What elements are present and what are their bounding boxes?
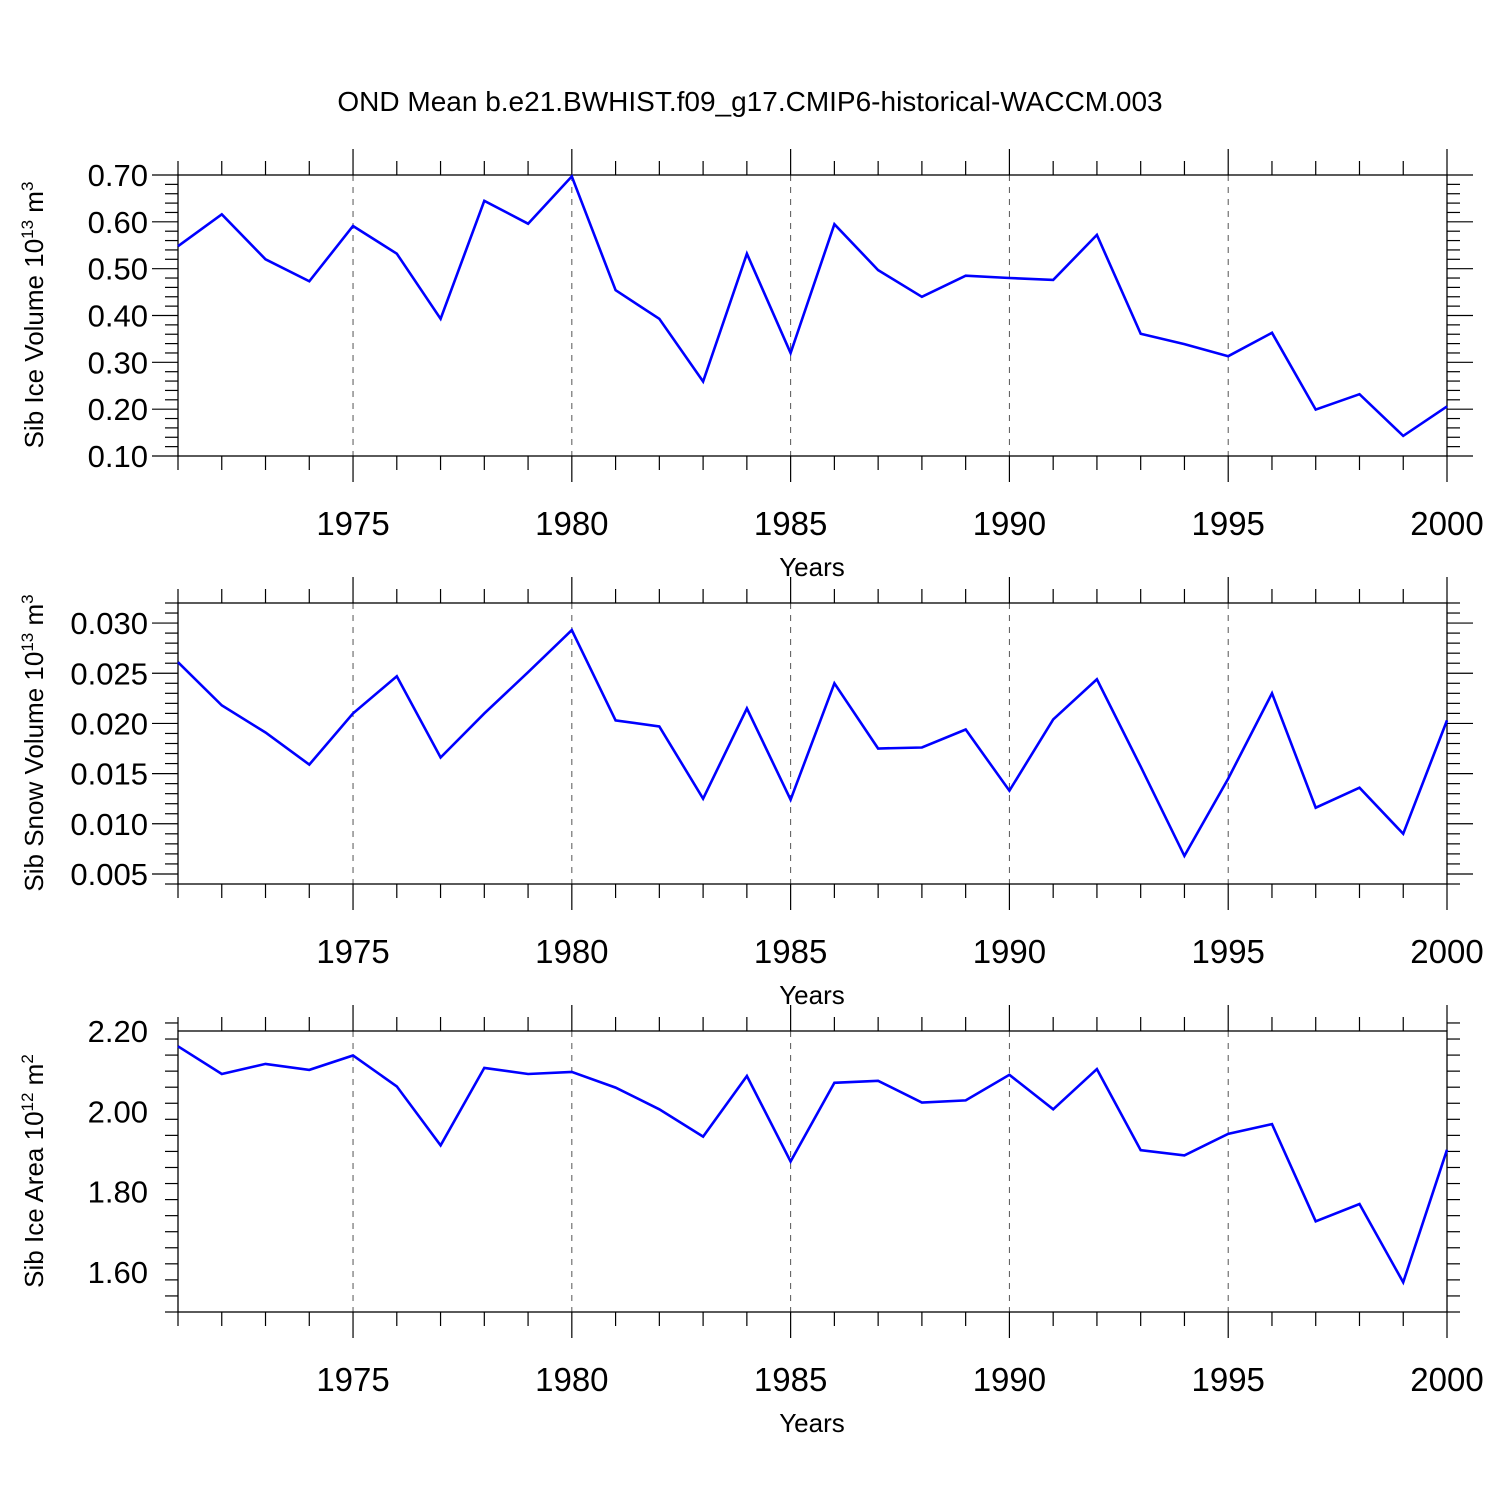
y-axis-label-text: m xyxy=(19,604,49,633)
y-tick-label: 0.030 xyxy=(70,606,148,641)
y-tick-label: 0.50 xyxy=(88,252,148,287)
y-axis-label-superscript: 3 xyxy=(18,594,37,603)
y-tick-label: 0.010 xyxy=(70,807,148,842)
x-tick-label: 2000 xyxy=(1410,1361,1483,1398)
panel-3: 1.60 1.80 2.00 2.20 1975 1980 1985 1990 1995 2000… xyxy=(18,1005,1484,1438)
y-tick-label: 1.80 xyxy=(88,1175,148,1210)
y-tick-label: 0.60 xyxy=(88,205,148,240)
y-tick-label: 0.005 xyxy=(70,857,148,892)
y-tick-label: 0.20 xyxy=(88,392,148,427)
x-tick-label: 1985 xyxy=(754,505,827,542)
y-tick-label: 0.40 xyxy=(88,299,148,334)
y-axis-label-superscript: 13 xyxy=(18,220,37,239)
panels: 0.10 0.20 0.30 0.40 0.50 0.60 0.70 1975 1980 1985… xyxy=(18,149,1484,1438)
x-tick-label: 1995 xyxy=(1191,933,1264,970)
x-tick-label: 1975 xyxy=(316,1361,389,1398)
y-tick-label: 0.020 xyxy=(70,706,148,741)
x-tick-label: 2000 xyxy=(1410,505,1483,542)
y-axis-label-text: m xyxy=(19,191,49,220)
x-tick-label: 1995 xyxy=(1191,505,1264,542)
x-tick-label: 1980 xyxy=(535,505,608,542)
panel-1: 0.10 0.20 0.30 0.40 0.50 0.60 0.70 1975 1980 1985… xyxy=(18,149,1484,582)
y-tick-label: 2.00 xyxy=(88,1094,148,1129)
x-axis-label: Years xyxy=(779,552,845,582)
y-tick-label: 1.60 xyxy=(88,1255,148,1290)
x-tick-label: 2000 xyxy=(1410,933,1483,970)
plot-frame xyxy=(177,174,1448,457)
y-axis-label-text: Sib Ice Area 10 xyxy=(19,1111,49,1287)
y-axis-label-superscript: 2 xyxy=(18,1054,37,1063)
x-tick-label: 1990 xyxy=(973,505,1046,542)
y-axis-label-superscript: 3 xyxy=(18,182,37,191)
y-tick-label: 0.025 xyxy=(70,656,148,691)
series-line xyxy=(177,173,1448,438)
x-tick-label: 1985 xyxy=(754,1361,827,1398)
y-tick-label: 0.30 xyxy=(88,345,148,380)
x-tick-label: 1990 xyxy=(973,1361,1046,1398)
x-tick-label: 1975 xyxy=(316,933,389,970)
x-tick-label: 1995 xyxy=(1191,1361,1264,1398)
figure-title: OND Mean b.e21.BWHIST.f09_g17.CMIP6-hist… xyxy=(337,86,1162,117)
y-tick-label: 0.10 xyxy=(88,439,148,474)
x-tick-label: 1975 xyxy=(316,505,389,542)
x-tick-label: 1990 xyxy=(973,933,1046,970)
y-axis-label-text: Sib Snow Volume 10 xyxy=(19,652,49,892)
x-axis-label: Years xyxy=(779,1408,845,1438)
y-tick-label: 2.20 xyxy=(88,1014,148,1049)
x-axis-label: Years xyxy=(779,980,845,1010)
series-line xyxy=(177,627,1449,859)
plot-frame xyxy=(177,1030,1448,1313)
y-axis-label-text: m xyxy=(19,1064,49,1093)
x-tick-label: 1980 xyxy=(535,933,608,970)
x-tick-label: 1980 xyxy=(535,1361,608,1398)
y-axis-label-text: Sib Ice Volume 10 xyxy=(19,239,49,449)
y-tick-label: 0.70 xyxy=(88,158,148,193)
y-axis-label-superscript: 12 xyxy=(18,1093,37,1112)
x-tick-label: 1985 xyxy=(754,933,827,970)
panel-2: 0.005 0.010 0.015 0.020 0.025 0.030 1975 1980 19… xyxy=(18,577,1484,1010)
y-axis-label: Sib Snow Volume 1013 m3 xyxy=(18,594,49,891)
y-tick-label: 0.015 xyxy=(70,757,148,792)
series-line xyxy=(177,1045,1449,1286)
y-axis-label: Sib Ice Area 1012 m2 xyxy=(18,1054,49,1288)
y-axis-label-superscript: 13 xyxy=(18,633,37,652)
y-axis-label: Sib Ice Volume 1013 m3 xyxy=(18,182,49,449)
